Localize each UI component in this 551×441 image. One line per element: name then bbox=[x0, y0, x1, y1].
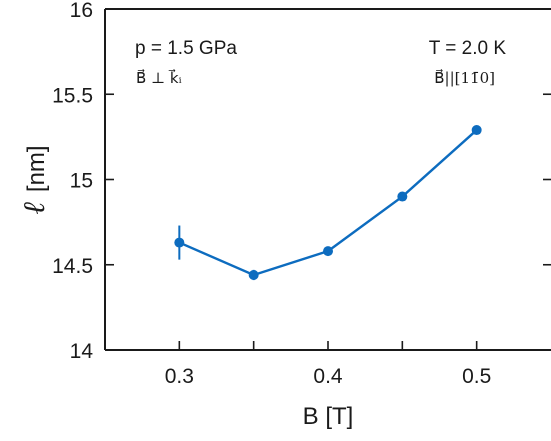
y-tick-label: 15 bbox=[70, 170, 93, 193]
y-tick-label: 14 bbox=[70, 340, 94, 363]
x-tick-label: 0.4 bbox=[313, 365, 343, 388]
svg-text:ℓ [nm]: ℓ [nm] bbox=[17, 145, 52, 214]
y-axis-label-symbol: ℓ bbox=[17, 202, 52, 215]
plot-area bbox=[174, 125, 482, 281]
y-tick-label: 15.5 bbox=[52, 84, 93, 107]
annotation-temperature: T = 2.0 K bbox=[429, 38, 507, 59]
y-ticks: 14 14.5 15 15.5 16 bbox=[52, 0, 551, 363]
data-point bbox=[471, 125, 482, 136]
x-tick-label: 0.5 bbox=[462, 365, 491, 388]
annotation-field-orientation: B⃗ ⊥ k⃗ᵢ bbox=[136, 68, 182, 87]
annotation-pressure: p = 1.5 GPa bbox=[135, 38, 237, 59]
y-tick-label: 14.5 bbox=[52, 255, 93, 278]
annotation-field-direction: B⃗||[11̄0] bbox=[434, 68, 495, 87]
data-point bbox=[397, 191, 408, 202]
y-axis-label: ℓ [nm] bbox=[17, 145, 52, 214]
x-axis-label: B [T] bbox=[303, 403, 354, 430]
y-axis-label-unit: [nm] bbox=[23, 145, 50, 192]
x-ticks: 0.3 0.4 0.5 bbox=[165, 341, 491, 388]
data-point bbox=[174, 237, 185, 248]
y-tick-label: 16 bbox=[70, 0, 93, 22]
data-point bbox=[323, 246, 333, 257]
x-tick-label: 0.3 bbox=[165, 365, 194, 388]
axis-frame bbox=[104, 8, 551, 351]
data-point bbox=[248, 269, 259, 280]
